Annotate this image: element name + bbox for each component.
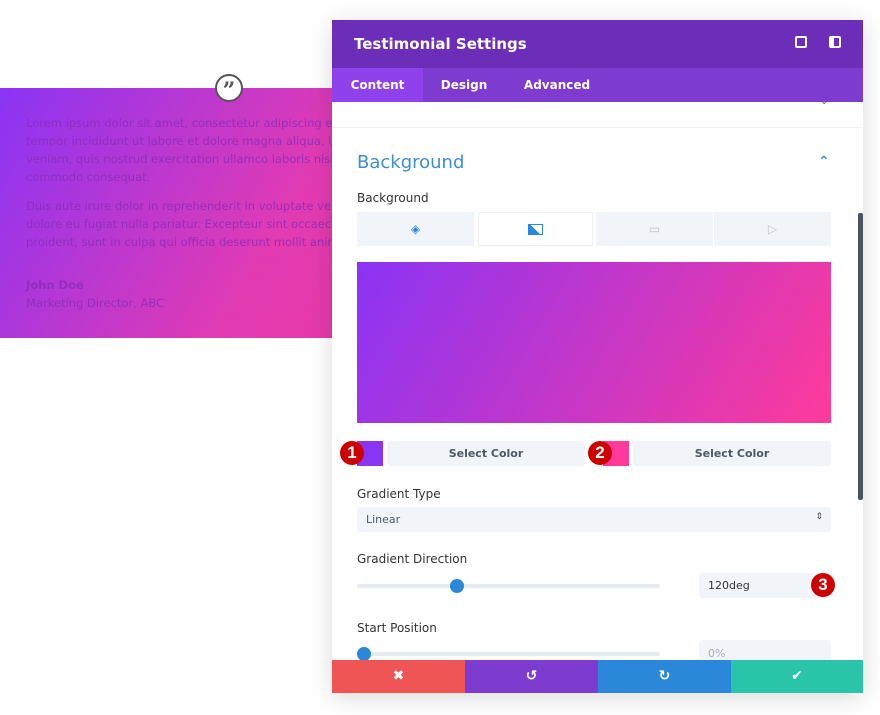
save-button[interactable]: ✔	[731, 660, 863, 693]
divider	[332, 127, 863, 128]
video-icon: ▷	[767, 222, 778, 236]
gradient-preview	[357, 262, 831, 423]
tab-design[interactable]: Design	[440, 78, 488, 92]
slider-thumb[interactable]	[357, 647, 371, 661]
select-arrows-icon: ⇕	[815, 512, 823, 522]
tab-content[interactable]: Content	[332, 68, 423, 102]
gradient-type-value: Linear	[366, 513, 401, 526]
testimonial-text-line: dolore eu fugiat nulla pariatur. Excepte…	[26, 217, 340, 231]
testimonial-text-line: tempor incididunt ut labore et dolore ma…	[26, 134, 340, 148]
cancel-button[interactable]: ✖	[332, 660, 465, 693]
gradient-direction-value: 120deg	[708, 579, 750, 592]
redo-button[interactable]: ↻	[598, 660, 731, 693]
settings-panel: Testimonial Settings Content Design Adva…	[332, 20, 863, 693]
quote-icon: ”	[215, 74, 243, 104]
image-icon: ▭	[648, 222, 661, 236]
testimonial-module[interactable]: Lorem ipsum dolor sit amet, consectetur …	[0, 88, 340, 338]
testimonial-position: Marketing Director, ABC	[26, 296, 165, 310]
panel-header: Testimonial Settings	[332, 20, 863, 68]
start-position-slider[interactable]	[357, 647, 660, 661]
gradient-icon	[528, 224, 543, 235]
chevron-up-icon[interactable]: ⌃	[818, 154, 830, 170]
panel-title: Testimonial Settings	[354, 35, 527, 53]
gradient-direction-label: Gradient Direction	[357, 552, 468, 566]
tab-advanced[interactable]: Advanced	[523, 78, 591, 92]
section-title[interactable]: Background	[357, 152, 465, 173]
bg-tab-image[interactable]: ▭	[596, 212, 713, 246]
fullscreen-icon[interactable]	[795, 36, 807, 48]
sidebar-toggle-icon[interactable]	[829, 36, 841, 48]
testimonial-text-line: proident, sunt in culpa qui officia dese…	[26, 235, 339, 249]
testimonial-text-line: Duis aute irure dolor in reprehenderit i…	[26, 199, 340, 213]
annotation-badge: 1	[340, 441, 364, 465]
slider-thumb[interactable]	[449, 579, 464, 593]
paint-bucket-icon: ◈	[410, 222, 421, 236]
gradient-type-label: Gradient Type	[357, 487, 441, 501]
select-start-color-button[interactable]: Select Color	[387, 441, 585, 466]
chevron-down-icon[interactable]: ⌄	[820, 96, 829, 107]
panel-tabs: Content Design Advanced	[332, 68, 863, 102]
bg-tab-gradient[interactable]	[478, 212, 593, 246]
gradient-type-select[interactable]: Linear ⇕	[357, 507, 831, 532]
scrollbar[interactable]	[858, 213, 863, 500]
undo-button[interactable]: ↺	[465, 660, 598, 693]
testimonial-author: John Doe	[26, 278, 84, 292]
testimonial-text-line: veniam, quis nostrud exercitation ullamc…	[26, 152, 340, 166]
testimonial-text-line: commodo consequat.	[26, 170, 151, 184]
annotation-badge: 2	[588, 441, 612, 465]
bg-tab-video[interactable]: ▷	[714, 212, 831, 246]
gradient-direction-input[interactable]: 120deg	[699, 573, 831, 598]
gradient-direction-slider[interactable]	[357, 579, 660, 593]
start-position-value: 0%	[708, 647, 726, 660]
start-position-label: Start Position	[357, 621, 437, 635]
select-end-color-button[interactable]: Select Color	[633, 441, 831, 466]
testimonial-text-line: Lorem ipsum dolor sit amet, consectetur …	[26, 116, 340, 130]
annotation-badge: 3	[811, 573, 835, 597]
background-label: Background	[357, 191, 429, 205]
bg-tab-color[interactable]: ◈	[357, 212, 474, 246]
